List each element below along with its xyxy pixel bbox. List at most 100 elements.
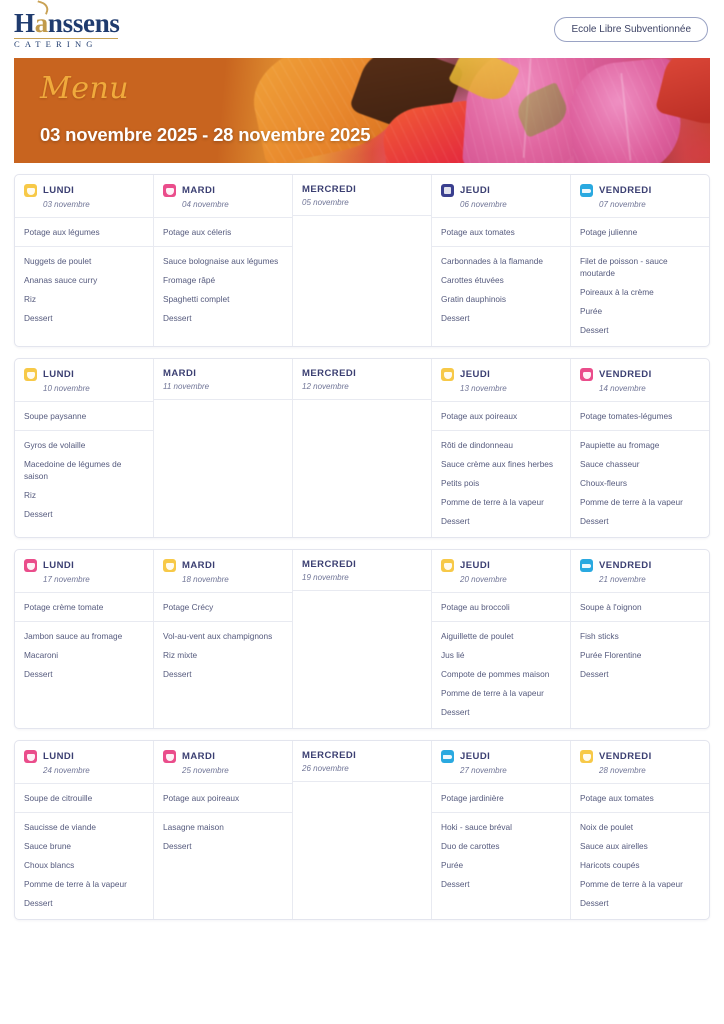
- day-header: MERCREDI 19 novembre: [293, 550, 431, 592]
- main-course-list: Aiguillette de poulet Jus lié Compote de p…: [432, 622, 570, 728]
- main-course-list: Saucisse de viande Sauce brune Choux blanc…: [15, 813, 153, 919]
- day-header-top: JEUDI: [441, 368, 561, 382]
- logo-text-pre: H: [14, 7, 35, 38]
- day-name-label: MARDI: [163, 368, 197, 380]
- dish-item: Dessert: [163, 841, 192, 852]
- soup-course: [293, 216, 431, 245]
- dish-item: Gyros de volaille: [24, 440, 86, 451]
- day-date-label: 06 novembre: [460, 200, 507, 209]
- week-row: LUNDI 24 novembre Soupe de citrouille Sauci…: [14, 740, 710, 921]
- day-column-mardi: MARDI 04 novembre Potage aux céleris Sauce …: [154, 175, 293, 347]
- dish-item: Rôti de dindonneau: [441, 440, 513, 451]
- day-date-label: 03 novembre: [43, 200, 90, 209]
- day-header-top: VENDREDI: [580, 368, 700, 382]
- soup-course: Potage aux poireaux: [154, 784, 292, 814]
- dish-item: Noix de poulet: [580, 822, 634, 833]
- main-course-list: [293, 811, 431, 919]
- dish-item: Ananas sauce curry: [24, 275, 98, 286]
- day-header-top: LUNDI: [24, 750, 144, 764]
- day-date-label: 18 novembre: [182, 575, 229, 585]
- day-name-label: LUNDI: [43, 560, 75, 572]
- hanssens-catering-logo[interactable]: Hanssens CATERING: [14, 7, 120, 49]
- chicken-icon: [163, 559, 176, 573]
- beef-icon: [441, 184, 454, 197]
- day-column-mercredi: MERCREDI 26 novembre: [293, 741, 432, 920]
- day-header: VENDREDI 07 novembre: [571, 175, 709, 218]
- soup-course: Soupe paysanne: [15, 402, 153, 432]
- main-course-list: Sauce bolognaise aux légumes Fromage râpé…: [154, 247, 292, 346]
- day-header: MARDI 11 novembre: [154, 359, 292, 401]
- soup-course: Potage tomates-légumes: [571, 402, 709, 432]
- day-header: MARDI 18 novembre: [154, 550, 292, 594]
- banner-text-block: Menu 03 novembre 2025 - 28 novembre 2025: [40, 71, 371, 146]
- dish-item: Choux-fleurs: [580, 478, 628, 489]
- logo-text-post: nssens: [47, 7, 120, 38]
- dish-item: Dessert: [163, 669, 192, 680]
- day-column-mardi: MARDI 18 novembre Potage Crécy Vol-au-vent …: [154, 550, 293, 729]
- day-column-lundi: LUNDI 24 novembre Soupe de citrouille Sauci…: [15, 741, 154, 920]
- main-course-list: Nuggets de poulet Ananas sauce curry Riz De…: [15, 247, 153, 346]
- fish-icon: [580, 184, 593, 197]
- day-header: VENDREDI 21 novembre: [571, 550, 709, 594]
- dish-item: Dessert: [24, 313, 53, 324]
- day-date-label: 14 novembre: [599, 384, 646, 394]
- dish-item: Dessert: [24, 898, 53, 909]
- pork-icon: [24, 559, 37, 573]
- soup-course: Potage au broccoli: [432, 593, 570, 623]
- main-course-list: Lasagne maison Dessert: [154, 813, 292, 919]
- dish-item: Fromage râpé: [163, 275, 216, 286]
- soup-course: Potage aux légumes: [15, 218, 153, 248]
- day-date-label: 19 novembre: [302, 573, 349, 583]
- dish-item: Duo de carottes: [441, 841, 500, 852]
- soup-course: Potage julienne: [571, 218, 709, 248]
- day-date-label: 10 novembre: [43, 384, 90, 394]
- dish-item: Choux blancs: [24, 860, 75, 871]
- day-column-jeudi: JEUDI 06 novembre Potage aux tomates Carbon…: [432, 175, 571, 347]
- pork-icon: [163, 184, 176, 197]
- logo-accent-a: a: [34, 7, 49, 38]
- pork-icon: [24, 750, 37, 764]
- day-column-vendredi: VENDREDI 14 novembre Potage tomates-légume…: [571, 359, 709, 537]
- day-column-vendredi: VENDREDI 28 novembre Potage aux tomates Noi…: [571, 741, 709, 919]
- dish-item: Sauce bolognaise aux légumes: [163, 256, 279, 267]
- day-name-label: LUNDI: [43, 185, 75, 196]
- day-name-label: VENDREDI: [599, 751, 652, 763]
- day-name-label: MERCREDI: [302, 184, 357, 195]
- dish-item: Nuggets de poulet: [24, 256, 92, 267]
- dish-item: Pomme de terre à la vapeur: [441, 688, 544, 699]
- fish-icon: [441, 750, 454, 764]
- day-column-mercredi: MERCREDI 19 novembre: [293, 550, 432, 729]
- day-date-label: 13 novembre: [460, 384, 507, 394]
- soup-course: Potage aux tomates: [571, 784, 709, 814]
- day-header-top: VENDREDI: [580, 750, 700, 764]
- day-name-label: MARDI: [182, 185, 216, 196]
- day-header-top: JEUDI: [441, 559, 561, 573]
- logo-subtitle: CATERING: [14, 37, 118, 49]
- soup-course: Soupe à l'oignon: [571, 593, 709, 623]
- soup-course: Potage aux céleris: [154, 218, 292, 248]
- dish-item: Riz mixte: [163, 650, 198, 661]
- day-name-label: JEUDI: [460, 560, 491, 572]
- dish-item: Fish sticks: [580, 631, 619, 642]
- banner-menu-title: Menu: [40, 71, 130, 106]
- dish-item: Riz: [24, 490, 36, 501]
- logo-wordmark: Hanssens: [14, 7, 120, 38]
- day-name-label: JEUDI: [460, 369, 491, 381]
- day-column-mardi: MARDI 25 novembre Potage aux poireaux Lasag…: [154, 741, 293, 920]
- dish-item: Carbonnades à la flamande: [441, 256, 543, 267]
- day-header: LUNDI 10 novembre: [15, 359, 153, 403]
- dish-item: Sauce chasseur: [580, 459, 640, 470]
- dish-item: Paupiette au fromage: [580, 440, 660, 451]
- dish-item: Macaroni: [24, 650, 59, 661]
- day-column-mercredi: MERCREDI 05 novembre: [293, 175, 432, 347]
- school-type-pill[interactable]: Ecole Libre Subventionnée: [554, 16, 708, 42]
- dish-item: Haricots coupés: [580, 860, 640, 871]
- soup-course: [293, 591, 431, 620]
- dish-item: Pomme de terre à la vapeur: [580, 879, 683, 890]
- dish-item: Pomme de terre à la vapeur: [24, 879, 127, 890]
- day-header: VENDREDI 14 novembre: [571, 359, 709, 403]
- dish-item: Dessert: [580, 898, 609, 909]
- pork-icon: [163, 750, 176, 764]
- chicken-icon: [580, 750, 593, 764]
- day-name-label: MARDI: [182, 751, 216, 763]
